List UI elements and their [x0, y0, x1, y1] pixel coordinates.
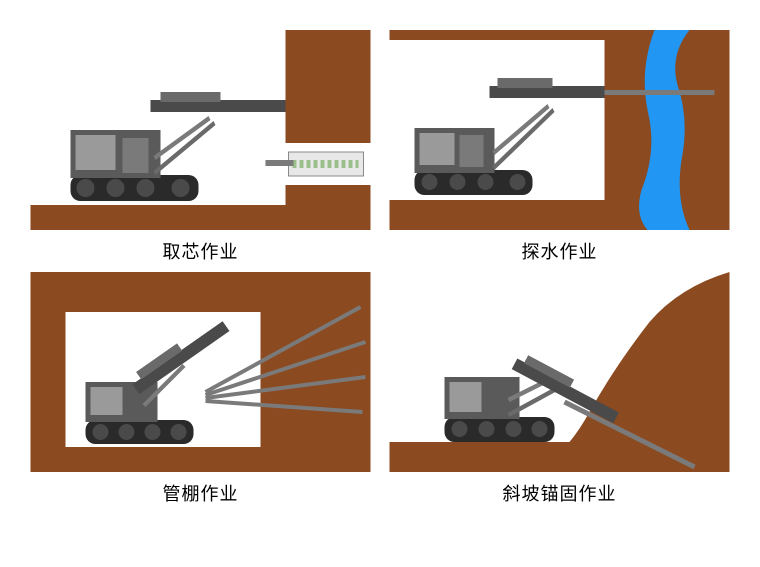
coring-illustration	[30, 30, 371, 230]
caption-coring: 取芯作业	[163, 238, 239, 264]
cell-water: 探水作业	[389, 30, 730, 264]
cell-slope: 斜坡锚固作业	[389, 272, 730, 506]
caption-water: 探水作业	[522, 238, 598, 264]
panel-piperoof	[30, 272, 371, 472]
cell-piperoof: 管棚作业	[30, 272, 371, 506]
caption-piperoof: 管棚作业	[163, 480, 239, 506]
panel-coring	[30, 30, 371, 230]
panel-water	[389, 30, 730, 230]
piperoof-illustration	[30, 272, 371, 472]
water-illustration	[389, 30, 730, 230]
panel-slope	[389, 272, 730, 472]
slope-illustration	[389, 272, 730, 472]
cell-coring: 取芯作业	[30, 30, 371, 264]
diagram-grid: 取芯作业	[30, 30, 730, 522]
caption-slope: 斜坡锚固作业	[503, 480, 617, 506]
